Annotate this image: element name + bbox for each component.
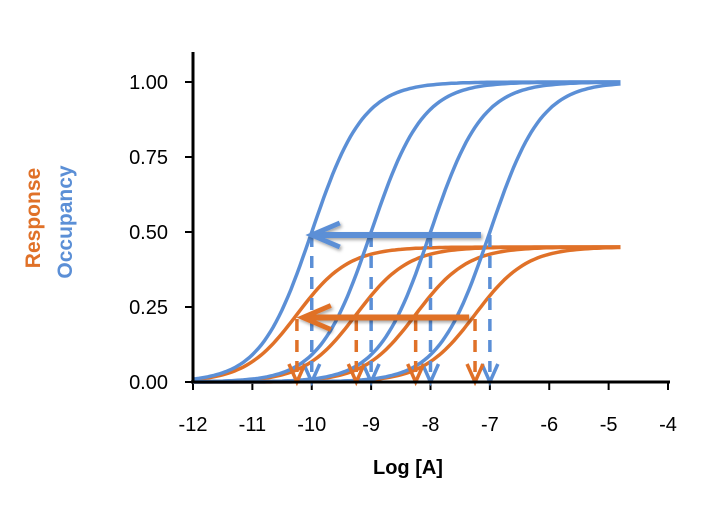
x-tick-label: -10: [297, 414, 326, 436]
left-arrow-icon: [305, 220, 341, 250]
y-axis-label-response: Response: [22, 168, 45, 268]
x-tick-label: -11: [239, 414, 266, 436]
y-tick-label: 0.75: [129, 147, 168, 169]
shift-arrow-occupancy: [305, 220, 481, 250]
y-tick-label: 1.00: [129, 72, 168, 94]
curve-response-2: [192, 245, 621, 384]
x-tick-label: -6: [540, 414, 558, 436]
y-tick-label: 0.50: [129, 222, 168, 244]
x-tick-label: -7: [481, 414, 499, 436]
y-tick-label: 0.25: [129, 297, 168, 319]
x-axis-label: Log [A]: [373, 457, 443, 479]
curve-occupancy-1: [192, 80, 621, 381]
x-tick-label: -4: [659, 414, 677, 436]
left-arrow-icon: [296, 303, 332, 332]
x-tick-label: -8: [422, 414, 440, 436]
x-tick-label: -9: [362, 414, 380, 436]
curve-occupancy-2: [193, 80, 621, 384]
x-tick-label: -12: [179, 414, 208, 436]
y-tick-label: 0.00: [129, 372, 168, 394]
x-tick-label: -5: [600, 414, 618, 436]
shift-arrow-response: [296, 303, 470, 332]
y-axis-label-occupancy: Occupancy: [54, 165, 77, 279]
curve-response-1: [192, 245, 621, 382]
